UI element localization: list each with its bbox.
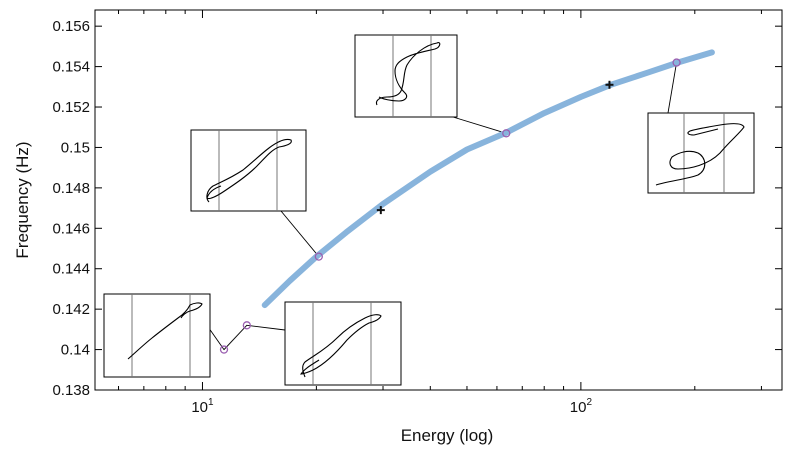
inset-plots [104, 35, 754, 385]
inset-plot [355, 35, 457, 117]
y-tick-label: 0.152 [52, 99, 90, 116]
x-axis-title: Energy (log) [401, 426, 494, 445]
y-tick-label: 0.14 [61, 342, 90, 359]
y-tick-label: 0.148 [52, 180, 90, 197]
inset-leader-line [281, 211, 319, 257]
y-tick-label: 0.144 [52, 261, 90, 278]
y-tick-label: 0.15 [61, 139, 90, 156]
y-tick-label: 0.156 [52, 18, 90, 35]
inset-plot [104, 294, 210, 377]
inset-frame [648, 113, 754, 193]
inset-plot [285, 302, 401, 385]
inset-leader-line [453, 117, 506, 133]
inset-plot [191, 130, 306, 211]
inset-frame [104, 294, 210, 377]
y-tick-label: 0.146 [52, 220, 90, 237]
low-energy-segment [224, 325, 247, 349]
x-tick-label: 102 [570, 397, 593, 416]
x-tick-label: 101 [191, 397, 214, 416]
frequency-curve [265, 52, 712, 305]
inset-plot [648, 113, 754, 193]
inset-leader-line [247, 325, 285, 330]
y-tick-label: 0.154 [52, 59, 90, 76]
inset-leader-line [668, 63, 677, 113]
y-axis-title: Frequency (Hz) [13, 141, 32, 258]
y-tick-label: 0.142 [52, 301, 90, 318]
inset-frame [355, 35, 457, 117]
y-tick-label: 0.138 [52, 382, 90, 399]
